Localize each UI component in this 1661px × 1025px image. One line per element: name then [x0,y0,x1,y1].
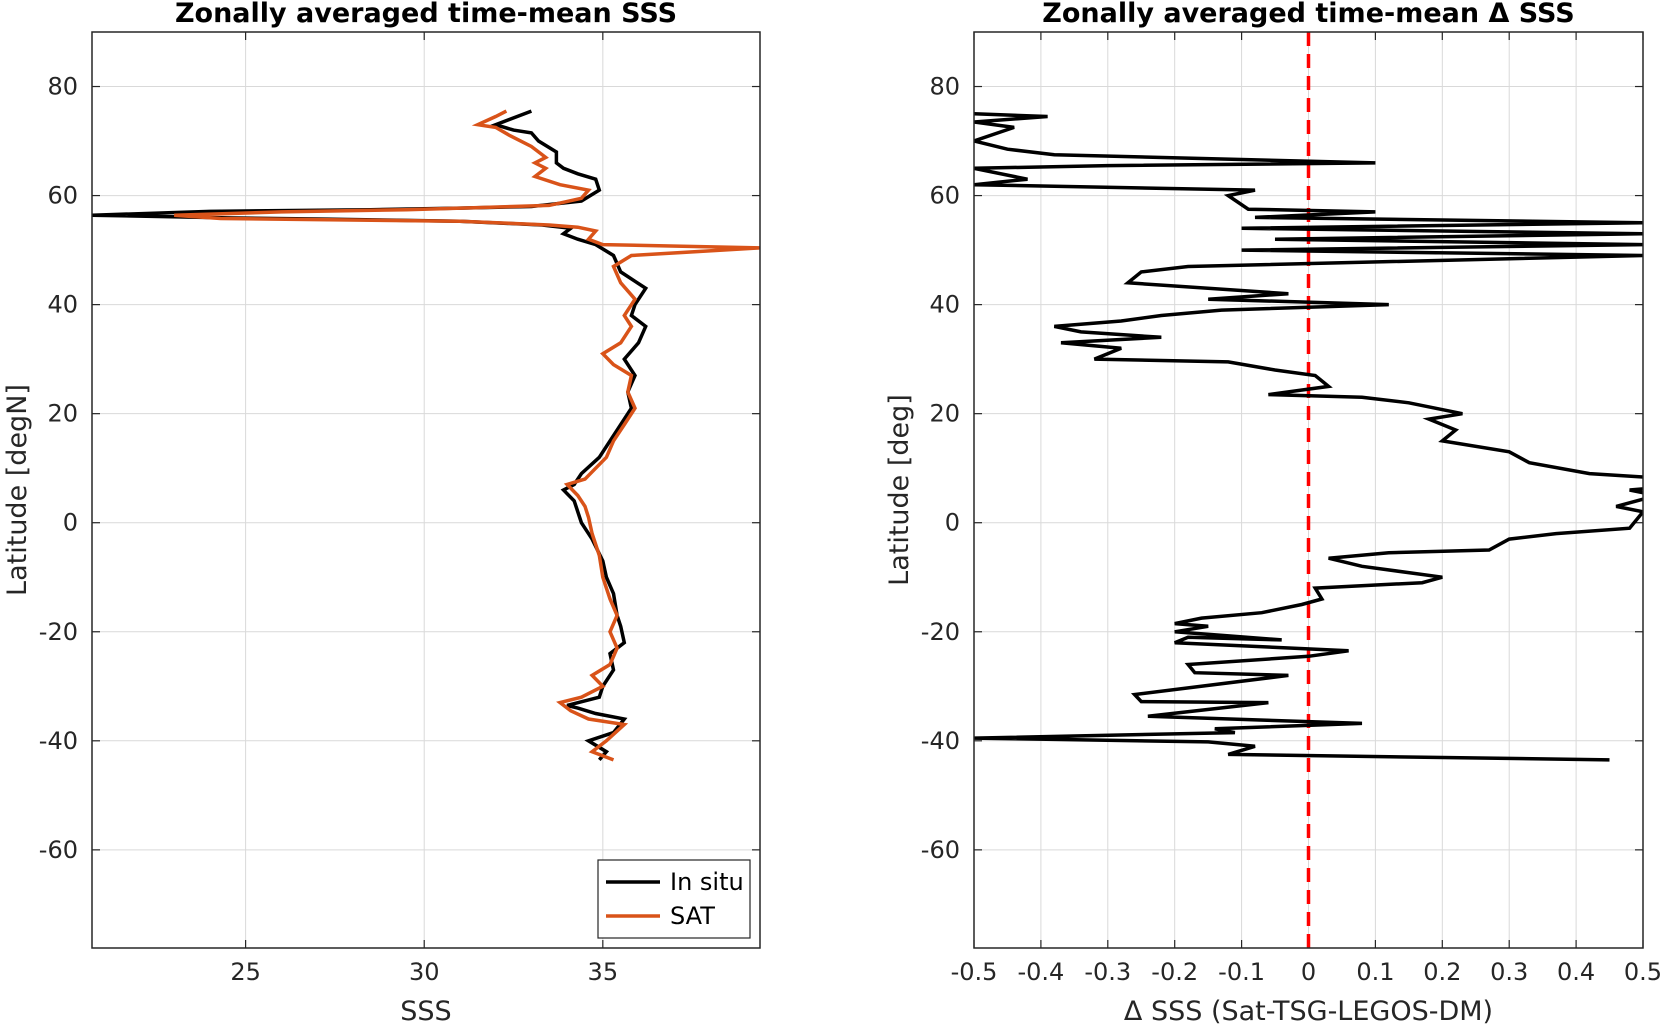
series-line-sat [174,109,760,762]
x-tick-label: 0.1 [1356,958,1394,986]
x-tick-label: -0.3 [1084,958,1131,986]
x-tick-label: -0.5 [951,958,998,986]
x-tick-label: 25 [230,958,261,986]
y-tick-label: 0 [63,509,78,537]
y-tick-label: 20 [47,400,78,428]
axes-box [91,31,761,949]
y-tick-label: -40 [921,727,960,755]
y-tick-label: 0 [945,509,960,537]
legend-box [597,859,751,939]
axes-box [973,31,1644,949]
series-line-in-situ [92,109,649,762]
y-tick-label: 40 [47,291,78,319]
x-tick-label: -0.1 [1218,958,1265,986]
x-tick-label: 35 [588,958,619,986]
x-tick-label: 0.2 [1423,958,1461,986]
chart-title: Zonally averaged time-mean Δ SSS [1042,0,1574,29]
y-tick-label: 40 [929,291,960,319]
x-axis-label: Δ SSS (Sat-TSG-LEGOS-DM) [1124,996,1493,1025]
x-tick-label: -0.4 [1017,958,1064,986]
x-tick-label: 0.5 [1624,958,1661,986]
y-tick-label: 80 [929,73,960,101]
x-tick-label: 0.3 [1490,958,1528,986]
y-tick-label: 80 [47,73,78,101]
y-tick-label: 20 [929,400,960,428]
y-axis-label: Latitude [degN] [2,384,33,596]
y-axis-label: Latitude [deg] [884,394,915,586]
x-tick-label: 0 [1301,958,1316,986]
legend-label: In situ [670,868,744,896]
x-tick-label: -0.2 [1151,958,1198,986]
legend: In situ SAT [597,859,751,939]
series-line-1 [974,112,1643,762]
y-tick-label: -40 [39,727,78,755]
chart-1: 25 30 35 -60 -40 -20 0 20 40 60 80 Zonally averaged… [2,0,761,1025]
y-tick-label: 60 [47,182,78,210]
y-tick-label: -20 [921,618,960,646]
y-tick-label: -60 [921,836,960,864]
x-tick-label: 0.4 [1557,958,1595,986]
y-tick-label: 60 [929,182,960,210]
x-axis-label: SSS [400,996,451,1025]
chart-2: -0.5 -0.4 -0.3 -0.2 -0.1 0 0.1 0.2 0.3 0.4 0.5 -60 -… [884,0,1661,1025]
x-tick-label: 30 [409,958,440,986]
y-tick-label: -20 [39,618,78,646]
y-tick-label: -60 [39,836,78,864]
chart-title: Zonally averaged time-mean SSS [175,0,677,29]
legend-label: SAT [670,902,715,930]
